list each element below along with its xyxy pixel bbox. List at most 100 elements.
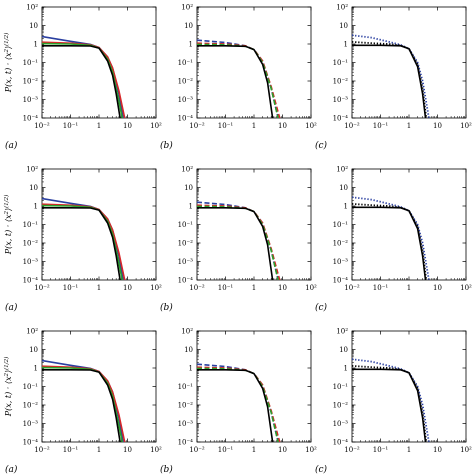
panel-0-0: 10⁻² 10⁻¹ 1 10 10² 10⁻⁴ 10⁻³ 10⁻² 10⁻¹ 1 10 10² P(x,… — [3, 4, 162, 152]
x-tick-label: 1 — [252, 122, 256, 130]
x-tick-label: 10⁻² — [344, 122, 360, 130]
y-axis-label: P(x, t) · ⟨x2⟩(1/2) — [3, 195, 13, 255]
y-tick-label: 10² — [26, 166, 38, 174]
y-tick-label: 10⁻³ — [178, 96, 194, 104]
y-tick-label: 1 — [189, 41, 193, 49]
series-line-0 — [42, 35, 124, 118]
y-tick-label: 10⁻¹ — [23, 383, 39, 391]
y-tick-label: 10⁻³ — [178, 258, 194, 266]
series-line-2 — [197, 367, 279, 442]
panel-letter: (a) — [5, 140, 18, 151]
y-axis-label-exp: (1/2) — [3, 195, 10, 208]
axes-frame — [41, 168, 157, 281]
y-tick-label: 10⁻¹ — [23, 221, 39, 229]
y-tick-label: 10⁻⁴ — [333, 277, 349, 285]
panel-letter: (c) — [315, 464, 328, 474]
x-tick-label: 1 — [252, 284, 256, 292]
y-tick-label: 10⁻⁴ — [178, 439, 194, 447]
series-line-1 — [42, 365, 126, 442]
x-tick-label: 10⁻¹ — [63, 446, 79, 454]
y-tick-label: 10⁻² — [178, 240, 194, 248]
series-line-2 — [42, 204, 123, 280]
series-line-1 — [352, 203, 428, 280]
axes-frame — [41, 330, 157, 443]
series-group — [42, 35, 126, 118]
y-tick-label: 10⁻¹ — [178, 59, 194, 67]
series-line-2 — [352, 206, 427, 280]
x-tick-label: 1 — [97, 284, 101, 292]
y-tick-label: 10² — [336, 4, 348, 12]
series-line-0 — [42, 197, 124, 280]
y-tick-label: 10⁻⁴ — [23, 439, 39, 447]
x-tick-label: 10² — [305, 122, 317, 130]
axes-frame — [351, 330, 467, 443]
series-line-2 — [352, 44, 427, 118]
x-tick-label: 10⁻¹ — [373, 122, 389, 130]
y-tick-label: 10⁻¹ — [333, 383, 349, 391]
panel-letter: (c) — [315, 302, 328, 313]
y-tick-label: 10⁻¹ — [178, 383, 194, 391]
axes-frame — [41, 6, 157, 119]
x-tick-label: 10⁻² — [344, 284, 360, 292]
panel-1-0: 10⁻² 10⁻¹ 1 10 10² 10⁻⁴ 10⁻³ 10⁻² 10⁻¹ 1 10 10² P(x,… — [3, 166, 162, 314]
y-axis-label-close: ⟩ — [4, 370, 13, 374]
x-tick-label: 10 — [123, 122, 132, 130]
series-line-2 — [197, 43, 279, 118]
x-tick-label: 10⁻² — [189, 122, 205, 130]
series-line-1 — [352, 365, 428, 442]
y-tick-label: 1 — [189, 203, 193, 211]
y-tick-label: 10⁻² — [333, 240, 349, 248]
x-tick-label: 10² — [460, 284, 472, 292]
x-tick-label: 10² — [150, 122, 162, 130]
panel-2-1: 10⁻² 10⁻¹ 1 10 10² 10⁻⁴ 10⁻³ 10⁻² 10⁻¹ 1 10 10² (b) — [160, 328, 317, 474]
y-tick-label: 10⁻² — [178, 78, 194, 86]
y-tick-label: 10⁻⁴ — [23, 115, 39, 123]
y-tick-label: 1 — [344, 41, 348, 49]
y-tick-label: 10 — [29, 22, 38, 30]
y-tick-label: 10² — [336, 328, 348, 336]
panel-0-1: 10⁻² 10⁻¹ 1 10 10² 10⁻⁴ 10⁻³ 10⁻² 10⁻¹ 1 10 10² (b) — [160, 4, 317, 152]
x-tick-label: 10² — [305, 446, 317, 454]
series-group — [42, 197, 126, 280]
x-tick-label: 10⁻² — [189, 446, 205, 454]
series-line-2 — [42, 42, 123, 118]
y-tick-label: 10 — [339, 184, 348, 192]
y-axis-label: P(x, t) · ⟨x2⟩(1/2) — [3, 357, 13, 417]
x-tick-label: 1 — [252, 446, 256, 454]
x-tick-label: 10 — [433, 446, 442, 454]
x-tick-label: 10² — [460, 122, 472, 130]
y-tick-label: 1 — [189, 365, 193, 373]
y-tick-label: 10² — [336, 166, 348, 174]
x-tick-label: 1 — [407, 122, 411, 130]
series-line-1 — [352, 41, 428, 118]
y-tick-label: 1 — [344, 365, 348, 373]
panel-0-2: 10⁻² 10⁻¹ 1 10 10² 10⁻⁴ 10⁻³ 10⁻² 10⁻¹ 1 10 10² (c) — [315, 4, 472, 152]
y-axis-label-close: ⟩ — [4, 46, 13, 50]
y-axis-label-sup: 2 — [4, 49, 10, 54]
y-tick-label: 10⁻⁴ — [178, 277, 194, 285]
x-tick-label: 10 — [433, 122, 442, 130]
series-line-1 — [42, 203, 126, 280]
y-tick-label: 10⁻⁴ — [23, 277, 39, 285]
y-tick-label: 1 — [34, 365, 38, 373]
x-tick-label: 10 — [433, 284, 442, 292]
series-line-0 — [352, 358, 430, 442]
axes-frame — [351, 6, 467, 119]
y-axis-label: P(x, t) · ⟨x2⟩(1/2) — [3, 33, 13, 93]
panel-2-0: 10⁻² 10⁻¹ 1 10 10² 10⁻⁴ 10⁻³ 10⁻² 10⁻¹ 1 10 10² P(x,… — [3, 328, 162, 474]
y-tick-label: 10⁻³ — [178, 420, 194, 428]
axes-frame — [196, 6, 312, 119]
panel-letter: (b) — [160, 464, 173, 474]
y-tick-label: 10 — [184, 22, 193, 30]
series-group — [197, 363, 281, 442]
y-axis-label-base: P(x, t) · ⟨x — [4, 214, 13, 255]
series-line-2 — [197, 205, 279, 280]
y-axis-label-close: ⟩ — [4, 208, 13, 212]
x-tick-label: 10⁻¹ — [63, 122, 79, 130]
panel-letter: (b) — [160, 140, 173, 151]
x-tick-label: 10⁻² — [34, 122, 50, 130]
panel-letter: (c) — [315, 140, 328, 151]
y-tick-label: 10⁻³ — [333, 258, 349, 266]
y-tick-label: 10⁻⁴ — [333, 439, 349, 447]
x-tick-label: 10 — [123, 446, 132, 454]
